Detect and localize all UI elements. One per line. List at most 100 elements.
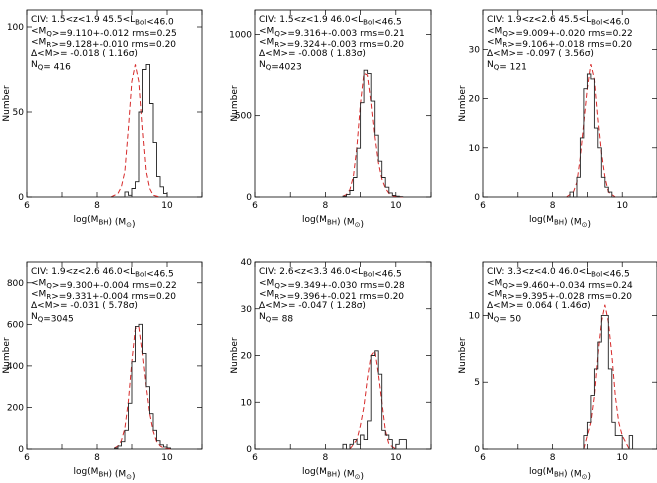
- model-distribution-line: [110, 64, 161, 198]
- annotation-line: <MQ>=9.300+-0.004 rms=0.22: [31, 278, 177, 291]
- annotation-line: <MR>=9.106+-0.018 rms=0.20: [487, 38, 632, 51]
- annotation-line: CIV: 1.5<z<1.9 45.5<LBol<46.0: [31, 15, 174, 28]
- annotation-line: Δ<M>= -0.031 ( 5.78σ): [31, 301, 138, 311]
- y-tick-label: 100: [7, 23, 24, 33]
- x-tick-label: 10: [390, 201, 402, 211]
- x-tick-label: 8: [94, 453, 100, 463]
- y-tick-label: 800: [7, 279, 24, 289]
- histogram-panel-3: 6 8 10 0 10 20 30 CIV: 1.9<z<2.6 45.5<LBol<46.0…: [458, 9, 657, 230]
- annotation-line: <MR>=9.324+-0.003 rms=0.20: [259, 38, 404, 51]
- annotation-line: <MR>=9.128+-0.010 rms=0.20: [31, 38, 176, 51]
- y-tick-label: 20: [241, 352, 253, 362]
- model-distribution-line: [583, 304, 630, 450]
- y-tick-label: 0: [474, 193, 480, 203]
- y-tick-label: 600: [7, 320, 24, 330]
- y-tick-label: 20: [469, 95, 481, 105]
- x-tick-label: 10: [616, 453, 628, 463]
- histogram-panel-4: 6 8 10 0 200 400 600 800 CIV: 1.9<z<2.6 46.0<LBo…: [2, 261, 203, 482]
- observed-histogram: [342, 69, 404, 198]
- histogram-panel-5: 6 8 10 0 10 20 30 40 CIV: 2.6<z<3.3 46.0<LBol<46…: [230, 258, 432, 482]
- annotation-line: NQ= 50: [487, 312, 521, 325]
- y-tick-label: 0: [246, 445, 252, 455]
- y-axis-label: Number: [230, 337, 240, 373]
- y-tick-label: 10: [241, 398, 253, 408]
- y-axis-label: Number: [2, 337, 12, 373]
- x-tick-label: 6: [252, 453, 258, 463]
- annotation-line: <MQ>=9.349+-0.030 rms=0.28: [259, 278, 405, 291]
- model-distribution-line: [114, 325, 171, 450]
- annotation-line: NQ=3045: [31, 312, 74, 325]
- annotation-line: CIV: 1.5<z<1.9 46.0<LBol<46.5: [259, 15, 402, 28]
- x-tick-label: 10: [161, 453, 173, 463]
- x-tick-label: 10: [161, 201, 173, 211]
- annotation-line: <MQ>=9.460+-0.034 rms=0.24: [487, 278, 633, 291]
- observed-histogram: [583, 314, 634, 450]
- y-tick-label: 400: [7, 362, 24, 372]
- y-tick-label: 0: [246, 193, 252, 203]
- observed-histogram: [342, 350, 407, 450]
- y-axis-label: Number: [458, 337, 468, 373]
- x-tick-label: 10: [390, 453, 402, 463]
- y-tick-label: 0: [18, 445, 24, 455]
- x-tick-label: 10: [616, 201, 628, 211]
- y-tick-label: 10: [469, 311, 481, 321]
- annotation-line: Δ<M>= 0.064 ( 1.46σ): [487, 301, 591, 311]
- x-tick-label: 8: [94, 201, 100, 211]
- y-tick-label: 0: [18, 193, 24, 203]
- y-tick-label: 1000: [229, 30, 252, 40]
- x-tick-label: 6: [24, 201, 30, 211]
- y-axis-label: Number: [230, 85, 240, 121]
- annotation-line: NQ= 121: [487, 60, 527, 73]
- x-axis-label: log(MBH) (M⊙): [302, 467, 364, 482]
- annotation-line: Δ<M>= -0.047 ( 1.28σ): [259, 301, 366, 311]
- annotation-line: NQ= 88: [259, 312, 293, 325]
- annotation-line: <MQ>=9.316+-0.003 rms=0.21: [259, 26, 405, 39]
- x-tick-label: 6: [480, 453, 486, 463]
- observed-histogram: [566, 73, 616, 198]
- annotation-line: <MR>=9.395+-0.028 rms=0.20: [487, 290, 632, 303]
- annotation-line: <MQ>=9.110+-0.012 rms=0.25: [31, 26, 177, 39]
- y-tick-label: 10: [469, 144, 481, 154]
- x-axis-label: log(MBH) (M⊙): [302, 215, 364, 230]
- y-tick-label: 40: [241, 258, 253, 268]
- x-axis-label: log(MBH) (M⊙): [73, 215, 135, 230]
- model-distribution-line: [342, 72, 403, 198]
- histogram-panel-2: 6 8 10 0 500 1000 CIV: 1.5<z<1.9 46.0<LBol<46.…: [229, 9, 432, 230]
- observed-histogram: [114, 323, 171, 449]
- annotation-line: <MR>=9.331+-0.004 rms=0.20: [31, 290, 176, 303]
- y-tick-label: 30: [469, 45, 481, 55]
- x-tick-label: 6: [252, 201, 258, 211]
- y-tick-label: 50: [13, 108, 25, 118]
- x-axis-label: log(MBH) (M⊙): [529, 467, 591, 482]
- x-tick-label: 6: [480, 201, 486, 211]
- y-tick-label: 200: [7, 403, 24, 413]
- y-axis-label: Number: [458, 85, 468, 121]
- annotation-line: Δ<M>= -0.097 ( 3.56σ): [487, 49, 594, 59]
- x-tick-label: 8: [550, 453, 556, 463]
- annotation-line: Δ<M>= -0.008 ( 1.83σ): [259, 49, 366, 59]
- x-tick-label: 6: [24, 453, 30, 463]
- y-tick-label: 5: [474, 378, 480, 388]
- x-tick-label: 8: [323, 201, 329, 211]
- histogram-panel-6: 6 8 10 0 5 10 CIV: 3.3<z<4.0 46.0<LBol<46.5<MQ…: [458, 261, 657, 482]
- annotation-line: CIV: 2.6<z<3.3 46.0<LBol<46.5: [259, 267, 402, 280]
- x-axis-label: log(MBH) (M⊙): [73, 467, 135, 482]
- model-distribution-line: [349, 349, 397, 450]
- plot-frame: [482, 261, 657, 450]
- model-distribution-line: [566, 63, 616, 198]
- annotation-line: CIV: 1.9<z<2.6 46.0<LBol<46.5: [31, 267, 174, 280]
- y-tick-label: 30: [241, 305, 253, 315]
- annotation-line: NQ= 416: [31, 60, 71, 73]
- annotation-line: CIV: 1.9<z<2.6 45.5<LBol<46.0: [487, 15, 630, 28]
- x-tick-label: 8: [323, 453, 329, 463]
- annotation-line: CIV: 3.3<z<4.0 46.0<LBol<46.5: [487, 267, 630, 280]
- x-tick-label: 8: [550, 201, 556, 211]
- y-axis-label: Number: [2, 85, 12, 121]
- annotation-line: Δ<M>= -0.018 ( 1.16σ): [31, 49, 138, 59]
- annotation-line: NQ=4023: [259, 60, 302, 73]
- y-tick-label: 500: [235, 112, 252, 122]
- annotation-line: <MQ>=9.009+-0.020 rms=0.22: [487, 26, 633, 39]
- annotation-line: <MR>=9.396+-0.021 rms=0.20: [259, 290, 404, 303]
